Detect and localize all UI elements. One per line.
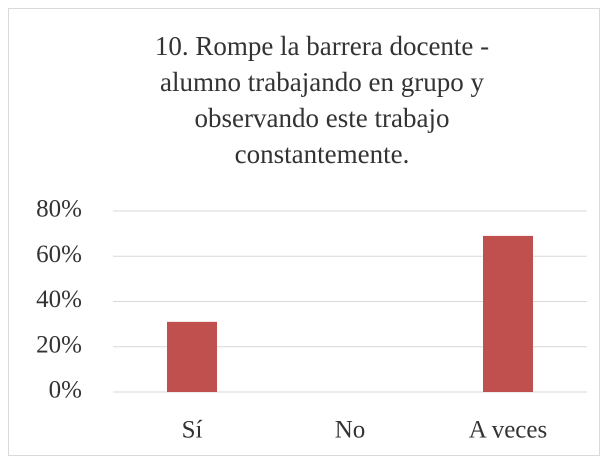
y-tick-label: 40% xyxy=(36,286,82,313)
y-tick-label: 80% xyxy=(36,196,82,223)
y-tick-label: 0% xyxy=(49,377,82,404)
y-tick-label: 60% xyxy=(36,241,82,268)
y-tick-label: 20% xyxy=(36,331,82,358)
x-tick-label: No xyxy=(335,417,366,444)
bar xyxy=(483,235,533,392)
chart-title: 10. Rompe la barrera docente - alumno tr… xyxy=(154,31,490,169)
bar xyxy=(167,321,217,392)
x-tick-label: A veces xyxy=(469,417,547,444)
x-tick-label: Sí xyxy=(182,417,203,444)
